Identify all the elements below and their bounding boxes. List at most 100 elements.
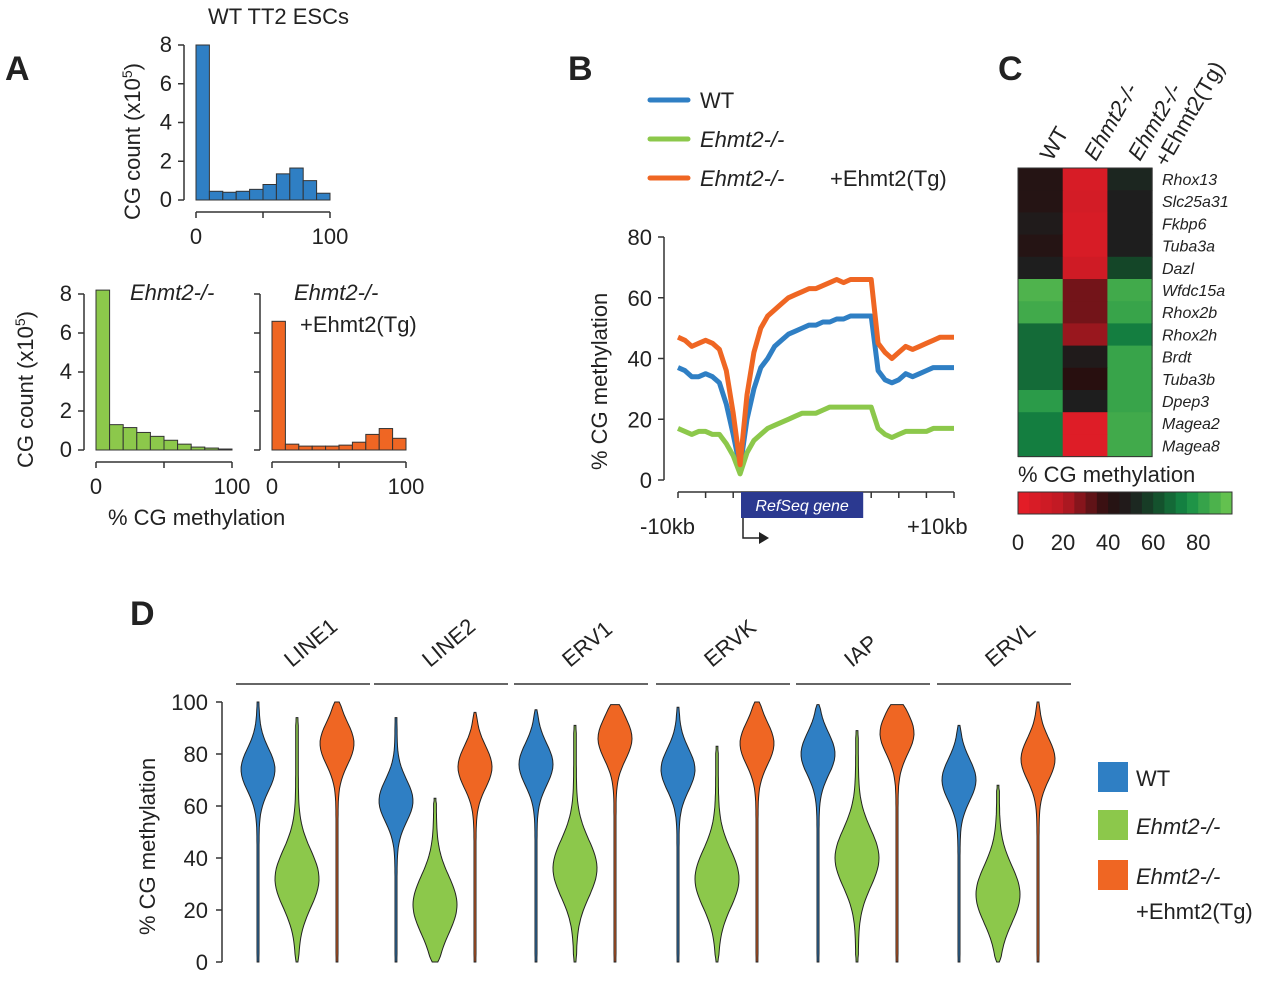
- colorbar-swatch: [1085, 492, 1098, 514]
- hist-xlabel: % CG methylation: [108, 505, 285, 530]
- col-label-tg: Ehmt2-/-+Ehmt2(Tg): [1123, 44, 1230, 178]
- colorbar-swatch: [1175, 492, 1188, 514]
- heatmap: WT Ehmt2-/-Ehmt2-/-+Ehmt2(Tg)Rhox13Slc25a…: [1017, 44, 1230, 458]
- ylabel-exp: 5: [12, 318, 28, 326]
- panel-d: % CG methylation 0 20 40 60 80 100 LINE1 LINE2 E…: [135, 613, 1253, 975]
- heatmap-cell: [1018, 412, 1064, 435]
- colorbar-label: % CG methylation: [1018, 462, 1195, 487]
- hist-bar: [284, 443, 300, 451]
- hist-bar: [262, 184, 277, 201]
- y-tick-label: 2: [60, 398, 72, 423]
- heatmap-cell: [1062, 168, 1108, 191]
- y-tick-label: 60: [628, 286, 652, 311]
- y-tick-label: 2: [160, 148, 172, 173]
- x-tick-label: 0: [266, 474, 278, 499]
- y-tick-label: 80: [628, 225, 652, 250]
- group-label: LINE1: [279, 613, 342, 671]
- y-tick-label: 6: [60, 320, 72, 345]
- violin-shape: [378, 717, 414, 963]
- colorbar-tick-label: 20: [1051, 530, 1075, 555]
- panel-letter-a: A: [5, 50, 30, 88]
- heatmap-cell: [1062, 323, 1108, 347]
- heatmap-cell: [1107, 345, 1153, 369]
- legend-label-suffix: +Ehmt2(Tg): [830, 166, 947, 191]
- row-label: Magea8: [1162, 438, 1220, 455]
- panel-a: WT TT2 ESCs CG count (x105) CG count (x1…: [12, 4, 424, 530]
- heatmap-cell: [1062, 301, 1108, 324]
- heatmap-cell: [1107, 367, 1153, 391]
- colorbar-swatch: [1063, 492, 1075, 514]
- group-label: IAP: [839, 630, 882, 672]
- metaplot-legend: WT Ehmt2-/- Ehmt2-/- +Ehmt2(Tg): [647, 88, 947, 191]
- heatmap-border: [1017, 167, 1153, 458]
- hist-bar: [378, 428, 394, 451]
- histogram-wt: 0 2 4 6 8 0 100: [160, 32, 349, 249]
- colorbar-swatch: [1186, 492, 1199, 514]
- legend-label: Ehmt2-/-: [1136, 814, 1220, 839]
- hist-bar: [195, 44, 210, 201]
- hist-bar: [302, 180, 318, 201]
- y-tick-label: 4: [60, 359, 72, 384]
- heatmap-cell: [1018, 256, 1064, 280]
- hist-bar: [190, 446, 206, 451]
- hist-bar: [271, 320, 286, 451]
- heatmap-cell: [1062, 412, 1108, 435]
- colorbar-swatch: [1029, 492, 1042, 514]
- violin-legend: WT Ehmt2-/- Ehmt2-/- +Ehmt2(Tg): [1098, 762, 1253, 924]
- violin-plot: 0 20 40 60 80 100 LINE1 LINE2 ERV1 ERVK IAP ERVL: [171, 613, 1071, 975]
- legend-label: WT: [700, 88, 734, 113]
- colorbar-tick-label: 0: [1012, 530, 1024, 555]
- panel-c: WT Ehmt2-/-Ehmt2-/-+Ehmt2(Tg)Rhox13Slc25a…: [1012, 44, 1233, 555]
- heatmap-cell: [1062, 367, 1108, 391]
- heatmap-cell: [1018, 234, 1064, 258]
- row-label: Dpep3: [1162, 394, 1209, 411]
- y-tick-label: 40: [628, 347, 652, 372]
- hist-bar: [316, 192, 331, 201]
- legend-label: Ehmt2-/-: [1136, 864, 1220, 889]
- hist-bar: [338, 444, 353, 451]
- colorbar-swatch: [1164, 492, 1177, 514]
- group-label: ERVL: [980, 616, 1040, 672]
- violin-shape: [319, 701, 355, 963]
- heatmap-cell: [1062, 390, 1108, 413]
- row-label: Brdt: [1162, 350, 1192, 367]
- hist-bar: [217, 448, 233, 451]
- legend-label: Ehmt2-/-: [700, 127, 784, 152]
- violin-shape: [412, 797, 458, 963]
- legend-swatch: [1098, 860, 1128, 890]
- y-tick-label: 0: [640, 468, 652, 493]
- y-tick-label: 100: [171, 690, 208, 715]
- x-tick-label: 100: [214, 474, 251, 499]
- colorbar: 0 20 40 60 80: [1012, 491, 1233, 555]
- row-label: Dazl: [1162, 261, 1194, 278]
- heatmap-cell: [1107, 279, 1153, 302]
- hist-bar: [351, 441, 367, 451]
- heatmap-cell: [1062, 256, 1108, 280]
- colorbar-swatch: [1153, 492, 1165, 514]
- colorbar-swatch: [1051, 492, 1064, 514]
- ylabel-close: ): [13, 311, 38, 318]
- hist-tg-label-line1: Ehmt2-/-: [294, 280, 378, 305]
- colorbar-swatch: [1108, 492, 1120, 514]
- x-tick-label: 100: [312, 224, 349, 249]
- colorbar-swatch: [1141, 492, 1154, 514]
- y-tick-label: 60: [184, 794, 208, 819]
- row-label: Slc25a31: [1162, 194, 1229, 211]
- heatmap-cell: [1062, 434, 1108, 458]
- violin-shape: [457, 711, 493, 963]
- y-tick-label: 6: [160, 71, 172, 96]
- row-label: Tuba3b: [1162, 372, 1215, 389]
- hist-bar: [95, 289, 111, 451]
- colorbar-swatch: [1209, 492, 1222, 514]
- colorbar-swatch: [1119, 492, 1132, 514]
- heatmap-cell: [1107, 412, 1153, 435]
- gene-label: RefSeq gene: [755, 498, 849, 515]
- metaplot-x-left: -10kb: [640, 514, 695, 539]
- hist-bar: [122, 427, 138, 451]
- hist-wt-ylabel: CG count (x105): [119, 63, 145, 220]
- hist-bar: [149, 435, 165, 451]
- colorbar-tick-label: 40: [1096, 530, 1120, 555]
- heatmap-cell: [1018, 367, 1064, 391]
- colorbar-swatch: [1074, 492, 1087, 514]
